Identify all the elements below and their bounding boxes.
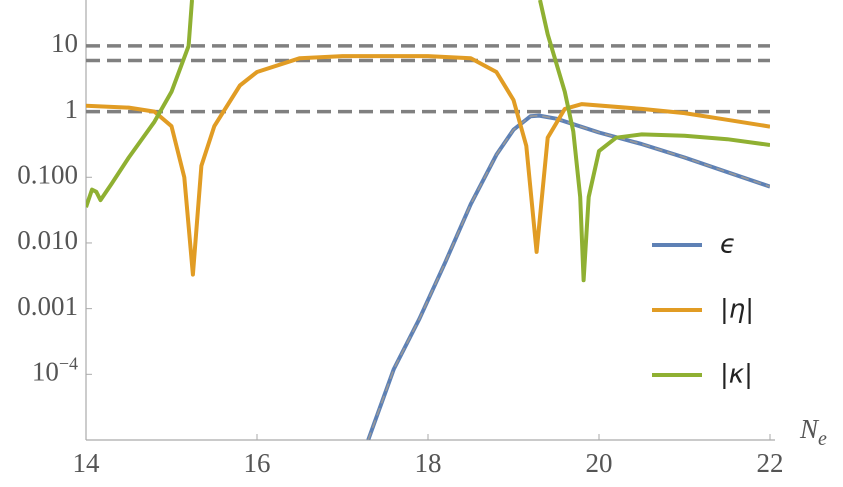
x-tick-label: 18 [415, 448, 442, 478]
y-tick-label-exponent: −4 [59, 353, 78, 373]
y-tick-label-base: 0.100 [17, 159, 78, 189]
legend-label: |κ| [720, 360, 753, 390]
legend-label: ϵ [720, 230, 736, 260]
series-line [538, 0, 770, 283]
y-tick-label: 1 [65, 94, 79, 124]
x-tick-label: 22 [757, 448, 784, 478]
x-tick-label: 20 [586, 448, 613, 478]
series-line [86, 0, 194, 208]
series-line [86, 54, 770, 277]
x-tick-label: 14 [73, 448, 101, 478]
y-tick-label-base: 0.010 [17, 225, 78, 255]
x-tick-label: 16 [244, 448, 271, 478]
y-tick-label: 10 [51, 28, 78, 58]
y-tick-label: 0.010 [17, 225, 78, 255]
legend-label: |η| [720, 295, 754, 325]
plot-area [86, 0, 770, 440]
series-line [366, 113, 770, 440]
y-tick-label: 0.100 [17, 159, 78, 189]
series-overlay [367, 114, 770, 440]
y-tick-label: 0.001 [17, 291, 78, 321]
x-axis-label: Ne [799, 414, 827, 449]
y-tick-label: 10−4 [32, 353, 78, 386]
y-tick-label-base: 10 [32, 357, 59, 387]
